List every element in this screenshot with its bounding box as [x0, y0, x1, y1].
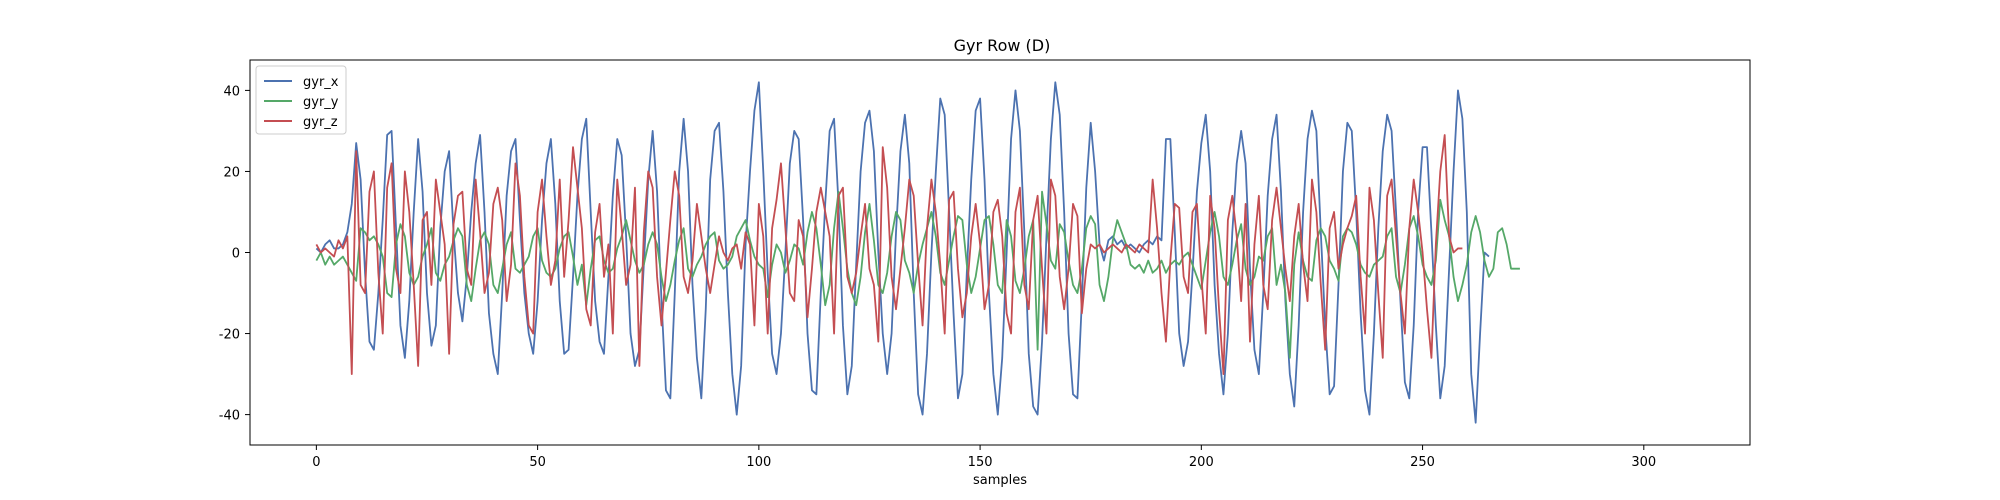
x-tick-label: 0 [312, 455, 320, 470]
y-tick-label: 40 [223, 84, 240, 99]
x-tick-label: 250 [1410, 455, 1435, 470]
series-layer [315, 81, 1520, 424]
legend-box [255, 65, 347, 135]
x-tick-label: 100 [746, 455, 771, 470]
x-tick-label: 50 [529, 455, 546, 470]
legend: gyr_x gyr_y gyr_z [255, 65, 347, 135]
x-tick-label: 200 [1189, 455, 1214, 470]
chart-title: Gyr Row (D) [954, 36, 1051, 55]
series-line-gyr_x [315, 81, 1490, 424]
legend-label-gyr_x: gyr_x [303, 75, 339, 90]
ticks-layer: 0 50 100 150 200 250 300 -40 -20 0 20 40 [219, 84, 1656, 470]
x-tick-label: 300 [1631, 455, 1656, 470]
y-tick-label: -20 [219, 328, 240, 343]
series-line-gyr_z [315, 134, 1463, 375]
y-tick-label: 20 [223, 165, 240, 180]
legend-label-gyr_z: gyr_z [303, 115, 338, 130]
y-tick-label: 0 [232, 247, 240, 262]
y-tick-label: -40 [219, 409, 240, 424]
x-axis-label: samples [973, 473, 1027, 488]
x-tick-label: 150 [968, 455, 993, 470]
legend-label-gyr_y: gyr_y [303, 95, 339, 110]
